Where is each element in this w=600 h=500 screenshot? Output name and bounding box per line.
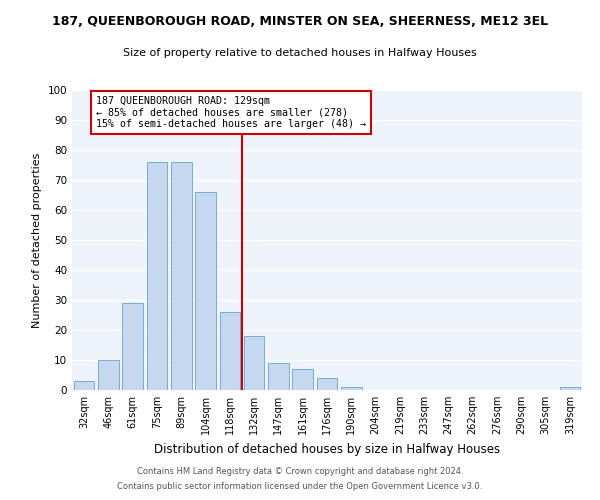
Text: 187, QUEENBOROUGH ROAD, MINSTER ON SEA, SHEERNESS, ME12 3EL: 187, QUEENBOROUGH ROAD, MINSTER ON SEA, … — [52, 15, 548, 28]
Bar — [341, 387, 362, 390]
Bar — [195, 192, 216, 390]
Text: Contains public sector information licensed under the Open Government Licence v3: Contains public sector information licen… — [118, 482, 482, 491]
Bar — [292, 369, 313, 390]
Text: Size of property relative to detached houses in Halfway Houses: Size of property relative to detached ho… — [123, 48, 477, 58]
Bar — [171, 162, 191, 390]
Bar — [244, 336, 265, 390]
Bar — [220, 312, 240, 390]
Bar — [560, 387, 580, 390]
Text: 187 QUEENBOROUGH ROAD: 129sqm
← 85% of detached houses are smaller (278)
15% of : 187 QUEENBOROUGH ROAD: 129sqm ← 85% of d… — [96, 96, 366, 129]
X-axis label: Distribution of detached houses by size in Halfway Houses: Distribution of detached houses by size … — [154, 442, 500, 456]
Bar — [317, 378, 337, 390]
Text: Contains HM Land Registry data © Crown copyright and database right 2024.: Contains HM Land Registry data © Crown c… — [137, 467, 463, 476]
Bar — [122, 303, 143, 390]
Bar — [74, 381, 94, 390]
Y-axis label: Number of detached properties: Number of detached properties — [32, 152, 42, 328]
Bar — [268, 363, 289, 390]
Bar — [98, 360, 119, 390]
Bar — [146, 162, 167, 390]
